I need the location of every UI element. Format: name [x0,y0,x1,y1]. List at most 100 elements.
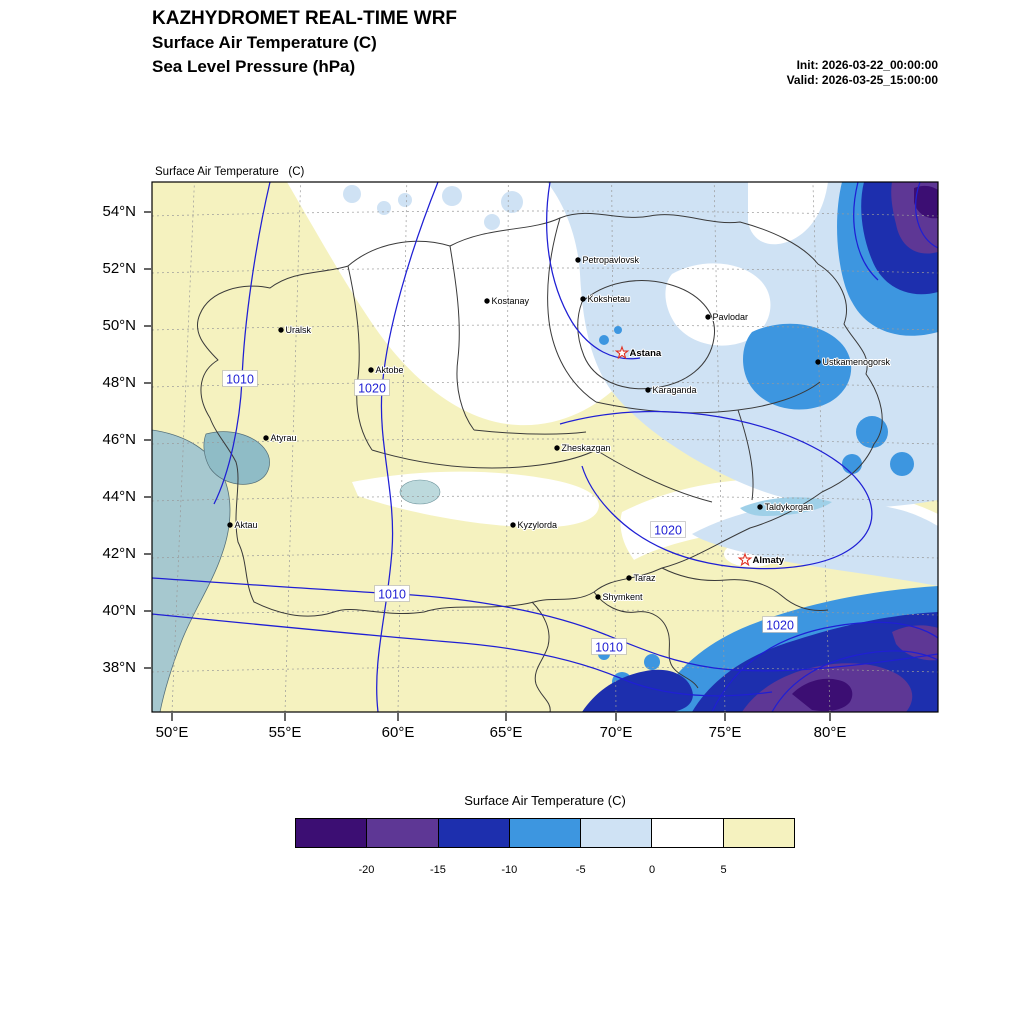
city-label-taraz: Taraz [634,573,657,583]
lon-axis-label: 65°E [489,724,523,741]
temp-patch [442,186,462,206]
city-dot-shymkent [595,594,601,600]
oblast-border [347,265,373,451]
city-dot-pavlodar [705,314,711,320]
city-dot-atyrau [263,435,269,441]
colorbar-title: Surface Air Temperature (C) [464,793,626,808]
map-frame [151,181,939,713]
city-label-karaganda: Karaganda [653,385,697,395]
temp-patch [377,201,391,215]
colorbar-segment-5 [652,819,724,847]
lat-axis-label: 54°N [102,203,136,220]
colorbar-segment-0 [296,819,368,847]
isobar [152,577,938,672]
colorbar-segment-3 [509,819,582,847]
temp-region-purple-east [892,625,938,661]
weather-map: 1010 1020 1020 1010 1010 1020 Petropavlovsk Ko… [144,181,939,721]
temp-region-lightblue-southeast [692,501,938,586]
temp-patch [644,654,660,670]
map-inner-title-temperature: Surface Air Temperature (C) [155,166,305,178]
temp-patch [856,416,888,448]
lon-axis-label: 70°E [599,724,633,741]
city-dot-ustkamenogorsk [815,359,821,365]
isobar [853,182,879,281]
temp-region-darkpurple-tienshan [792,678,853,712]
lon-axis-label: 60°E [381,724,415,741]
lake-balkhash [740,497,832,516]
colorbar-segment-4 [581,819,653,847]
temp-patch [890,452,914,476]
oblast-border [449,245,475,431]
caspian-north-arm [203,431,270,485]
lat-axis-label: 44°N [102,488,136,505]
city-dot-taldykorgan [757,504,763,510]
longitude-gridline [171,182,195,712]
pressure-label: 1020 [654,524,682,538]
temp-patch [599,335,609,345]
pressure-label-box [591,638,627,655]
temp-region-navy-spur [582,669,693,712]
city-label-pavlodar: Pavlodar [713,312,749,322]
isobar [915,182,938,249]
temp-patch [343,185,361,203]
city-dot-petropavlovsk [575,257,581,263]
city-dot-uralsk [278,327,284,333]
temp-patch [501,191,523,213]
graticule [152,182,938,712]
colorbar [295,818,795,848]
city-dot-kokshetau [580,296,586,302]
colorbar-tick-label: 5 [720,864,727,876]
oblast-border [473,429,587,435]
country-borders [196,212,883,712]
longitude-gridline [397,182,408,712]
pressure-label: 1020 [766,619,794,633]
lat-axis-label: 38°N [102,659,136,676]
oblast-border [547,217,597,403]
pressure-label-box [354,379,390,396]
longitude-gridline [713,182,726,712]
oblast-border [595,449,713,503]
city-dot-aktau [227,522,233,528]
southern-border [593,591,699,689]
colorbar-tick-label: -10 [501,864,518,876]
city-label-kokshetau: Kokshetau [588,294,631,304]
temp-patch [842,454,862,474]
oblast-border [737,409,754,501]
lon-axis-label: 75°E [708,724,742,741]
southern-border [531,601,551,712]
city-label-ustkamenogorsk: Ustkamenogorsk [823,357,891,367]
longitude-gridline [611,182,617,712]
subtitle-pressure: Sea Level Pressure (hPa) [152,57,356,76]
lat-axis-label: 48°N [102,374,136,391]
pressure-label-box [650,521,686,538]
isobar [546,182,641,360]
city-dot-aktobe [368,367,374,373]
city-label-kyzylorda: Kyzylorda [518,520,558,530]
oblast-border-akmola [577,280,715,390]
temp-region-darkpurple-altai [914,185,938,219]
city-star-almaty [737,552,753,567]
colorbar-tick-label: 0 [649,864,656,876]
isobar [152,613,773,697]
lat-axis-label: 40°N [102,602,136,619]
city-dot-zheskazgan [554,445,560,451]
lon-axis-label: 80°E [813,724,847,741]
colorbar-tick-label: -20 [358,864,375,876]
lat-axis-label: 42°N [102,545,136,562]
longitude-gridline [284,182,301,712]
map-lines [152,182,938,712]
lon-axis-label: 50°E [155,724,189,741]
init-time: Init: 2026-03-22_00:00:00 [796,58,938,72]
pressure-label-box [762,616,798,633]
temp-patch [398,193,412,207]
oblast-border [371,449,597,469]
pressure-label: 1010 [378,588,406,602]
valid-time: Valid: 2026-03-25_15:00:00 [786,73,938,87]
lat-axis-label: 46°N [102,431,136,448]
temperature-field [152,182,938,712]
temp-patch [614,326,622,334]
aral-sea [399,479,441,505]
colorbar-segment-6 [723,819,794,847]
city-dot-kostanay [484,298,490,304]
